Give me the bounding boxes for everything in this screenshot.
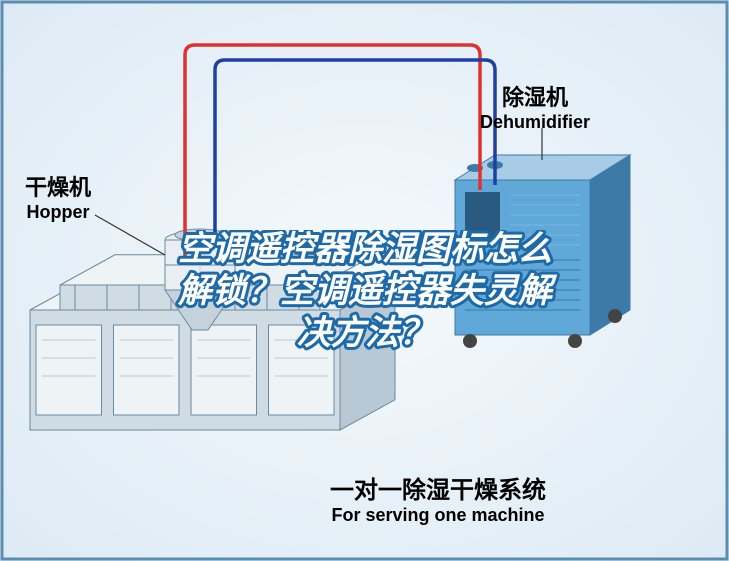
title-svg: 空调遥控器除湿图标怎么解锁？空调遥控器失灵解决方法？ [0, 230, 729, 410]
svg-text:空调遥控器除湿图标怎么: 空调遥控器除湿图标怎么 [178, 230, 552, 268]
title-overlay: 空调遥控器除湿图标怎么解锁？空调遥控器失灵解决方法？ [0, 230, 729, 415]
hopper-label-cn: 干燥机 [25, 170, 91, 202]
hopper-label: 干燥机 Hopper [25, 170, 91, 223]
dehumidifier-label-en: Dehumidifier [480, 112, 590, 133]
svg-text:解锁？空调遥控器失灵解: 解锁？空调遥控器失灵解 [177, 272, 558, 310]
system-label-cn: 一对一除湿干燥系统 [330, 470, 546, 505]
dehumidifier-label: 除湿机 Dehumidifier [480, 80, 590, 133]
hopper-label-en: Hopper [25, 202, 91, 223]
system-label-en: For serving one machine [330, 505, 546, 526]
dehumidifier-label-cn: 除湿机 [480, 80, 590, 112]
system-label: 一对一除湿干燥系统 For serving one machine [330, 470, 546, 526]
svg-text:决方法？: 决方法？ [297, 314, 433, 352]
